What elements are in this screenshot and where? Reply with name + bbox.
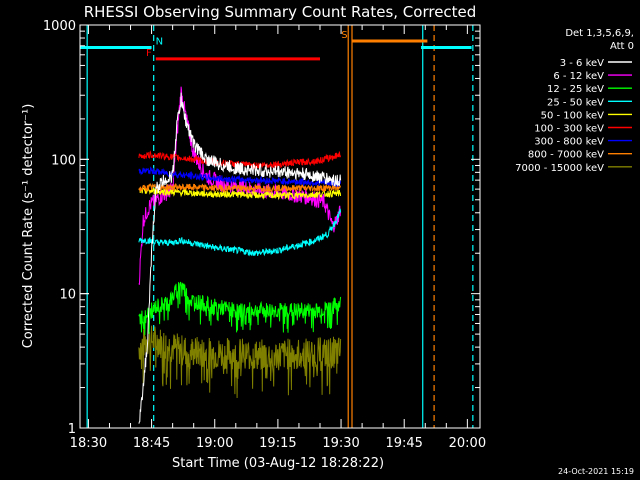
y-tick-label: 1000: [43, 19, 76, 34]
series-line-5: [138, 150, 342, 170]
series-line-6: [138, 166, 342, 189]
flag-bars: NF S: [80, 30, 472, 61]
x-tick-label: 19:45: [385, 436, 422, 451]
chart-title: RHESSI Observing Summary Count Rates, Co…: [84, 3, 477, 21]
y-axis-title: Corrected Count Rate (s⁻¹ detector⁻¹): [21, 104, 36, 349]
legend-header: Det 1,3,5,6,9,: [565, 28, 634, 39]
x-tick-label: 19:00: [196, 436, 233, 451]
legend-label: 7000 - 15000 keV: [515, 163, 604, 174]
x-axis-ticks: 18:30 18:45 19:00 19:15 19:30 19:45 20:00: [70, 25, 486, 451]
flag-label-S: S: [341, 30, 347, 41]
y-tick-label: 1: [68, 422, 76, 437]
legend-label: 50 - 100 keV: [541, 110, 605, 121]
series-line-4: [138, 186, 342, 201]
legend-label: 6 - 12 keV: [553, 71, 604, 82]
x-tick-label: 19:30: [322, 436, 359, 451]
x-tick-label: 19:15: [259, 436, 296, 451]
y-axis-ticks: 1 10 100 1000: [43, 19, 480, 437]
x-tick-label: 18:30: [70, 436, 107, 451]
legend-label: 12 - 25 keV: [547, 84, 604, 95]
legend-label: 800 - 7000 keV: [528, 150, 604, 161]
series-line-3: [138, 208, 342, 257]
time-markers: [86, 25, 474, 428]
x-tick-label: 18:45: [133, 436, 170, 451]
series-line-8: [138, 325, 342, 399]
y-tick-label: 10: [59, 288, 76, 303]
series-lines: [138, 86, 342, 424]
legend-label: 300 - 800 keV: [534, 137, 604, 148]
flag-label-N: N: [156, 36, 163, 47]
legend-label: 25 - 50 keV: [547, 97, 604, 108]
x-axis-title: Start Time (03-Aug-12 18:28:22): [172, 456, 384, 471]
series-line-7: [138, 182, 342, 194]
x-tick-label: 20:00: [449, 436, 486, 451]
legend-label: 100 - 300 keV: [534, 124, 604, 135]
plot-frame: [79, 24, 481, 429]
legend: Det 1,3,5,6,9, Att 0 3 - 6 keV 6 - 12 keV 12…: [515, 28, 634, 174]
legend-label: 3 - 6 keV: [560, 58, 604, 69]
flag-label-F: F: [146, 48, 152, 59]
legend-header: Att 0: [610, 41, 634, 52]
timestamp-footer: 24-Oct-2021 15:19: [558, 467, 634, 476]
series-line-0: [138, 92, 342, 424]
series-line-2: [138, 281, 342, 336]
y-tick-label: 100: [51, 153, 76, 168]
